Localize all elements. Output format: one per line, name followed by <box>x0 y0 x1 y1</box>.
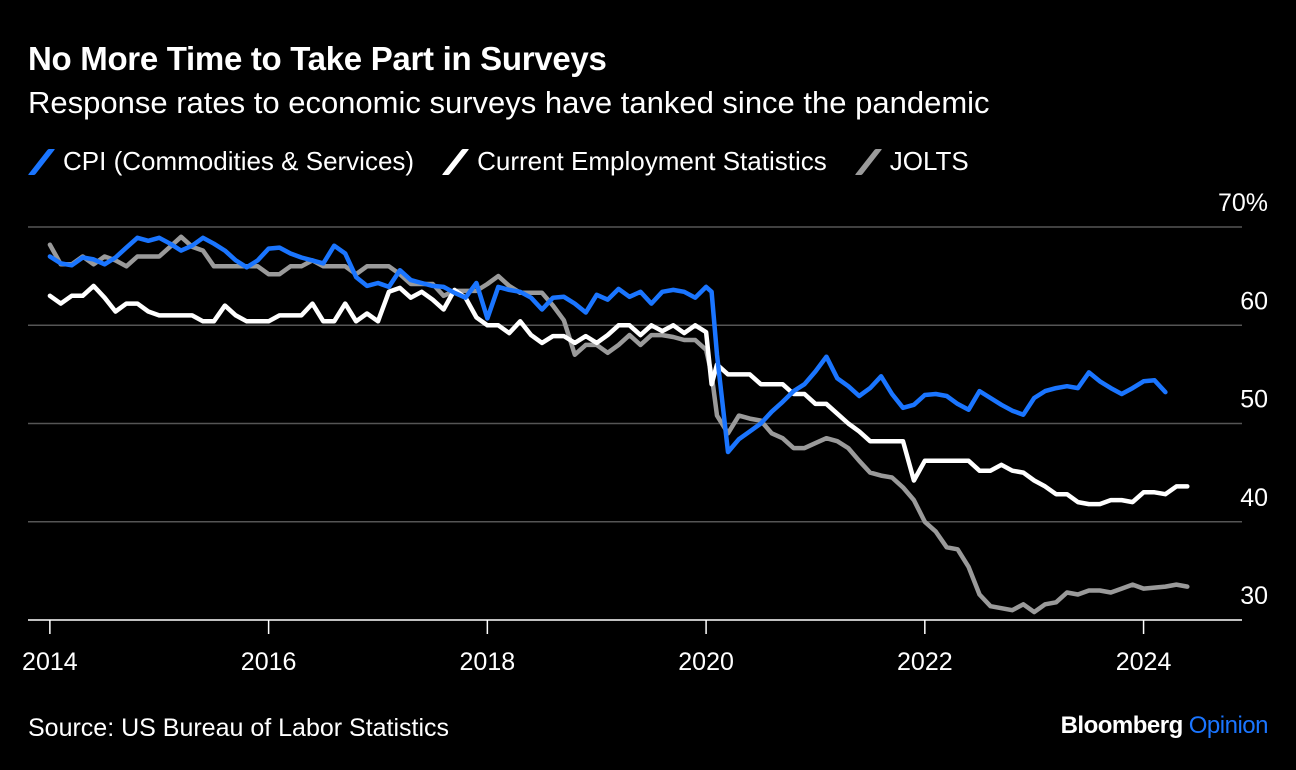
chart-legend: CPI (Commodities & Services) Current Emp… <box>27 146 997 177</box>
source-note: Source: US Bureau of Labor Statistics <box>28 714 450 742</box>
brand-sub: Opinion <box>1188 712 1269 739</box>
x-tick-label-2014: 2014 <box>22 648 78 676</box>
brand-logo: Bloomberg Opinion <box>1060 712 1269 740</box>
x-tick-label-2018: 2018 <box>460 648 516 676</box>
y-tick-label-70: 70% <box>1218 189 1268 217</box>
series-line-ces <box>47 283 1190 507</box>
x-tick-label-2020: 2020 <box>678 648 734 676</box>
legend-item-cpi: CPI (Commodities & Services) <box>27 146 415 177</box>
y-tick-label-30: 30 <box>1240 582 1268 610</box>
legend-item-ces: Current Employment Statistics <box>441 146 827 177</box>
y-tick-label-50: 50 <box>1240 386 1268 414</box>
legend-item-jolts: JOLTS <box>854 146 969 177</box>
x-tick-label-2024: 2024 <box>1116 648 1172 676</box>
legend-label-cpi: CPI (Commodities & Services) <box>63 146 415 176</box>
x-tick-label-2016: 2016 <box>241 648 297 676</box>
chart-subtitle: Response rates to economic surveys have … <box>28 85 990 120</box>
chart-title: No More Time to Take Part in Surveys <box>28 40 607 77</box>
y-tick-label-40: 40 <box>1240 484 1268 512</box>
legend-label-jolts: JOLTS <box>889 146 969 176</box>
y-tick-label-60: 60 <box>1240 287 1268 315</box>
brand-main: Bloomberg <box>1060 712 1184 739</box>
series-line-cpi <box>47 235 1168 455</box>
legend-label-ces: Current Employment Statistics <box>477 146 827 176</box>
series-line-jolts <box>47 234 1190 615</box>
x-tick-label-2022: 2022 <box>897 648 953 676</box>
